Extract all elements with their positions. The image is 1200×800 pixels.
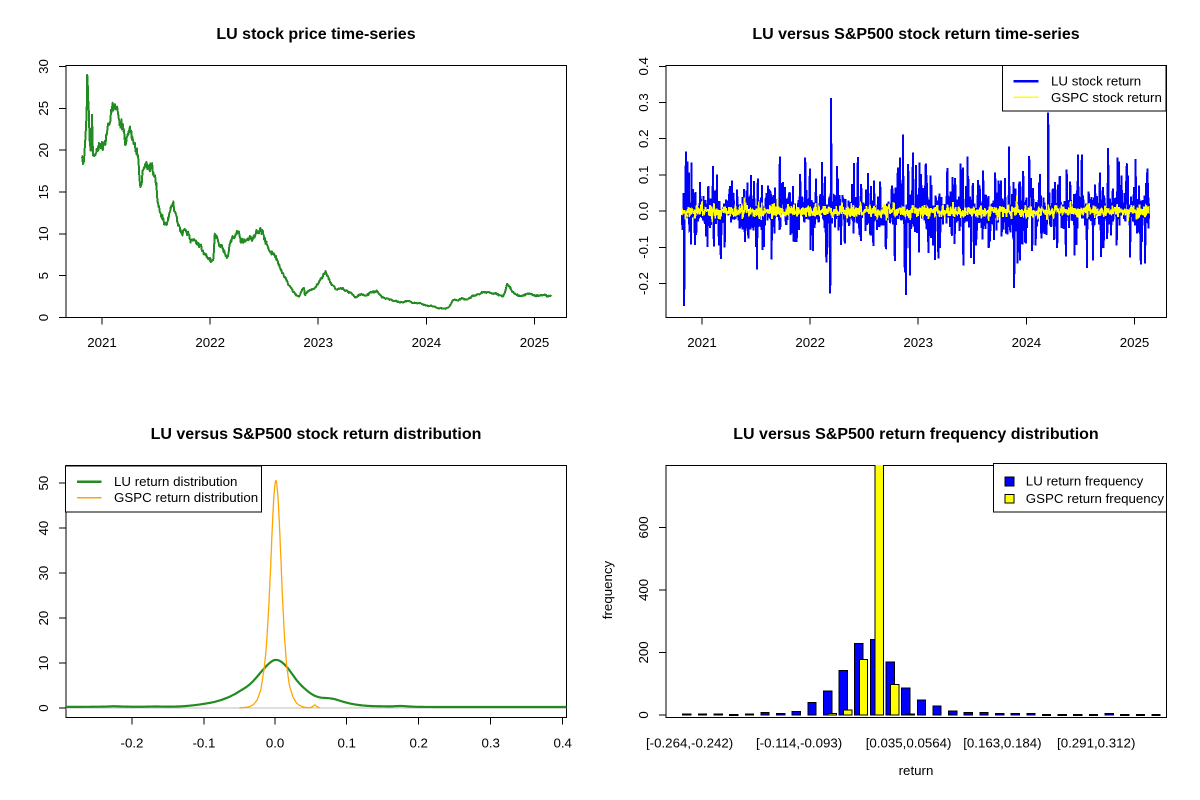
- svg-text:-0.1: -0.1: [192, 735, 215, 750]
- svg-text:LU return frequency: LU return frequency: [1026, 474, 1144, 489]
- svg-text:20: 20: [36, 611, 51, 626]
- svg-text:30: 30: [36, 59, 51, 74]
- svg-text:20: 20: [36, 143, 51, 158]
- svg-text:[0.163,0.184): [0.163,0.184): [963, 735, 1041, 750]
- svg-text:2021: 2021: [87, 335, 117, 350]
- svg-text:0.1: 0.1: [337, 735, 356, 750]
- svg-text:LU stock return: LU stock return: [1051, 74, 1141, 89]
- svg-text:0.4: 0.4: [553, 735, 572, 750]
- svg-text:0: 0: [36, 314, 51, 321]
- svg-text:[-0.114,-0.093): [-0.114,-0.093): [756, 735, 842, 750]
- svg-text:400: 400: [636, 579, 651, 601]
- svg-text:LU stock price time-series: LU stock price time-series: [216, 26, 415, 43]
- svg-text:LU versus S&P500 stock return: LU versus S&P500 stock return time-serie…: [752, 26, 1079, 43]
- svg-text:15: 15: [36, 185, 51, 200]
- svg-text:2022: 2022: [195, 335, 225, 350]
- svg-text:[0.291,0.312): [0.291,0.312): [1057, 735, 1135, 750]
- svg-text:50: 50: [36, 476, 51, 491]
- svg-text:[-0.264,-0.242): [-0.264,-0.242): [646, 735, 733, 750]
- svg-text:LU versus S&P500 return freque: LU versus S&P500 return frequency distri…: [733, 426, 1098, 443]
- svg-text:0.2: 0.2: [636, 129, 651, 148]
- svg-text:2022: 2022: [795, 335, 825, 350]
- svg-text:-0.2: -0.2: [636, 272, 651, 295]
- svg-text:0.1: 0.1: [636, 166, 651, 185]
- svg-text:2024: 2024: [1012, 335, 1042, 350]
- svg-text:5: 5: [36, 272, 51, 279]
- svg-text:return: return: [899, 763, 934, 778]
- svg-text:2023: 2023: [903, 335, 933, 350]
- svg-text:2023: 2023: [303, 335, 333, 350]
- svg-text:LU return distribution: LU return distribution: [114, 474, 237, 489]
- svg-text:0.3: 0.3: [481, 735, 500, 750]
- svg-text:2025: 2025: [520, 335, 550, 350]
- svg-text:0.3: 0.3: [636, 93, 651, 112]
- svg-text:[0.035,0.0564): [0.035,0.0564): [866, 735, 952, 750]
- svg-text:frequency: frequency: [600, 560, 615, 619]
- svg-text:0: 0: [636, 711, 651, 718]
- svg-text:2025: 2025: [1120, 335, 1150, 350]
- svg-text:30: 30: [36, 566, 51, 581]
- svg-text:0.4: 0.4: [636, 57, 651, 76]
- svg-text:-0.2: -0.2: [121, 735, 144, 750]
- svg-text:200: 200: [636, 641, 651, 663]
- svg-text:GSPC stock return: GSPC stock return: [1051, 90, 1162, 105]
- svg-text:40: 40: [36, 521, 51, 536]
- svg-text:GSPC return frequency: GSPC return frequency: [1026, 491, 1165, 506]
- svg-text:0.0: 0.0: [636, 202, 651, 221]
- svg-text:25: 25: [36, 101, 51, 116]
- svg-text:0: 0: [36, 704, 51, 711]
- svg-text:10: 10: [36, 226, 51, 241]
- svg-text:10: 10: [36, 656, 51, 671]
- svg-text:-0.1: -0.1: [636, 236, 651, 259]
- svg-text:0.0: 0.0: [266, 735, 285, 750]
- svg-text:2024: 2024: [412, 335, 442, 350]
- svg-text:LU versus S&P500 stock return: LU versus S&P500 stock return distributi…: [151, 426, 482, 443]
- svg-text:2021: 2021: [687, 335, 717, 350]
- svg-text:0.2: 0.2: [409, 735, 428, 750]
- svg-text:GSPC return distribution: GSPC return distribution: [114, 490, 258, 505]
- svg-text:600: 600: [636, 516, 651, 538]
